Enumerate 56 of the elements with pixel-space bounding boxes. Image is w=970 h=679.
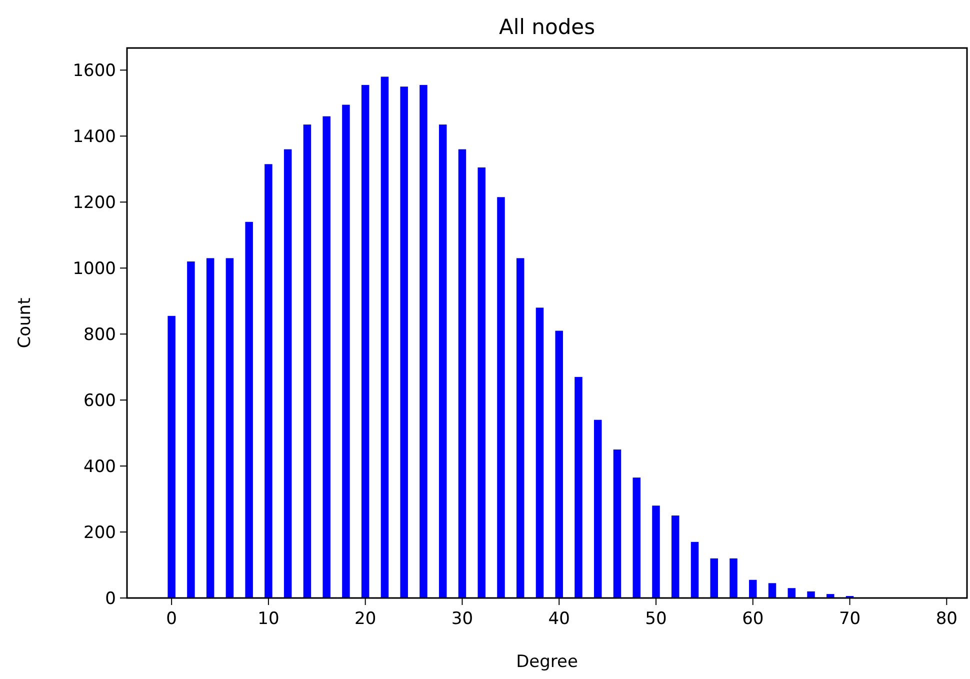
bar <box>574 376 582 598</box>
bar <box>226 258 234 598</box>
bar <box>788 588 796 598</box>
bar <box>690 542 699 598</box>
x-tick-label: 50 <box>645 609 667 629</box>
bar <box>322 116 330 598</box>
y-tick-label: 1600 <box>72 61 116 82</box>
y-tick-label: 1400 <box>72 127 116 148</box>
bar <box>497 197 505 598</box>
y-tick-label: 600 <box>84 390 116 411</box>
bar <box>672 516 680 598</box>
bar <box>632 478 640 598</box>
y-tick-label: 1000 <box>72 259 116 280</box>
x-tick-label: 80 <box>936 609 958 629</box>
bar <box>555 330 563 598</box>
bar <box>438 124 447 598</box>
bar <box>652 506 660 598</box>
bar <box>420 84 428 598</box>
bar <box>284 149 292 598</box>
y-axis-title: Count <box>15 297 35 348</box>
bar <box>380 76 389 598</box>
bar <box>826 594 834 598</box>
x-tick-label: 40 <box>548 609 570 629</box>
bar <box>478 167 486 598</box>
bar <box>710 558 718 598</box>
bar <box>400 86 408 598</box>
bar <box>516 258 524 598</box>
y-tick-label: 200 <box>84 522 116 543</box>
y-tick-label: 1200 <box>72 193 116 214</box>
y-tick-label: 800 <box>84 325 116 346</box>
bar <box>245 222 253 598</box>
bar <box>187 261 195 598</box>
bar <box>807 591 815 598</box>
x-axis-title: Degree <box>516 652 578 672</box>
bar <box>613 450 622 598</box>
chart-title: All nodes <box>498 15 596 39</box>
y-tick-label: 0 <box>105 588 116 609</box>
bar <box>536 308 544 598</box>
x-tick-label: 70 <box>838 609 861 629</box>
bar <box>264 164 272 598</box>
bar <box>303 124 312 598</box>
y-tick-label: 400 <box>84 456 116 477</box>
bar <box>594 420 602 598</box>
bar <box>749 580 757 598</box>
bar <box>206 258 214 598</box>
x-tick-label: 20 <box>354 609 376 629</box>
x-tick-label: 30 <box>451 609 474 629</box>
bar <box>168 316 176 598</box>
bar <box>730 558 738 598</box>
x-tick-label: 60 <box>742 609 764 629</box>
bar <box>361 84 370 598</box>
bar <box>768 583 776 598</box>
bar <box>458 149 466 598</box>
bar <box>342 104 350 598</box>
x-tick-label: 10 <box>258 609 280 629</box>
x-tick-label: 0 <box>166 609 177 629</box>
